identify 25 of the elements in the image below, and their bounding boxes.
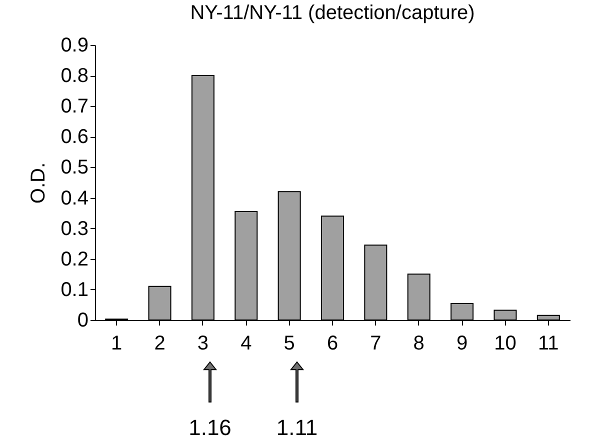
y-tick-label: 0.4 [60, 187, 88, 210]
y-tick-label: 0.5 [60, 156, 88, 179]
x-tick-label: 6 [326, 332, 338, 354]
x-tick-label: 1 [111, 332, 122, 354]
y-tick-label: 0.1 [60, 278, 88, 301]
y-tick-label: 0.3 [60, 218, 88, 240]
x-tick-label: 4 [240, 332, 252, 354]
y-tick-label: 0.8 [60, 65, 88, 88]
x-tick-label: 11 [538, 332, 559, 354]
x-tick-label: 5 [284, 332, 295, 354]
x-tick-label: 9 [456, 332, 468, 354]
chart-title: NY-11/NY-11 (detection/capture) [190, 2, 475, 24]
x-tick-label: 8 [413, 332, 424, 354]
x-tick-label: 10 [494, 332, 516, 354]
y-tick-label: 0.7 [60, 96, 88, 118]
text: 1.16 [188, 415, 232, 440]
y-tick-label: 0.2 [60, 248, 88, 270]
x-tick-label: 7 [370, 332, 382, 354]
x-tick-label: 3 [197, 332, 209, 354]
y-tick-label: 0 [77, 310, 88, 332]
x-tick-label: 2 [154, 332, 166, 354]
text: 1.11 [276, 415, 318, 440]
y-tick-label: 0.9 [60, 34, 88, 56]
y-tick-label: 0.6 [60, 126, 88, 148]
y-axis-title: O.D. [28, 162, 50, 204]
